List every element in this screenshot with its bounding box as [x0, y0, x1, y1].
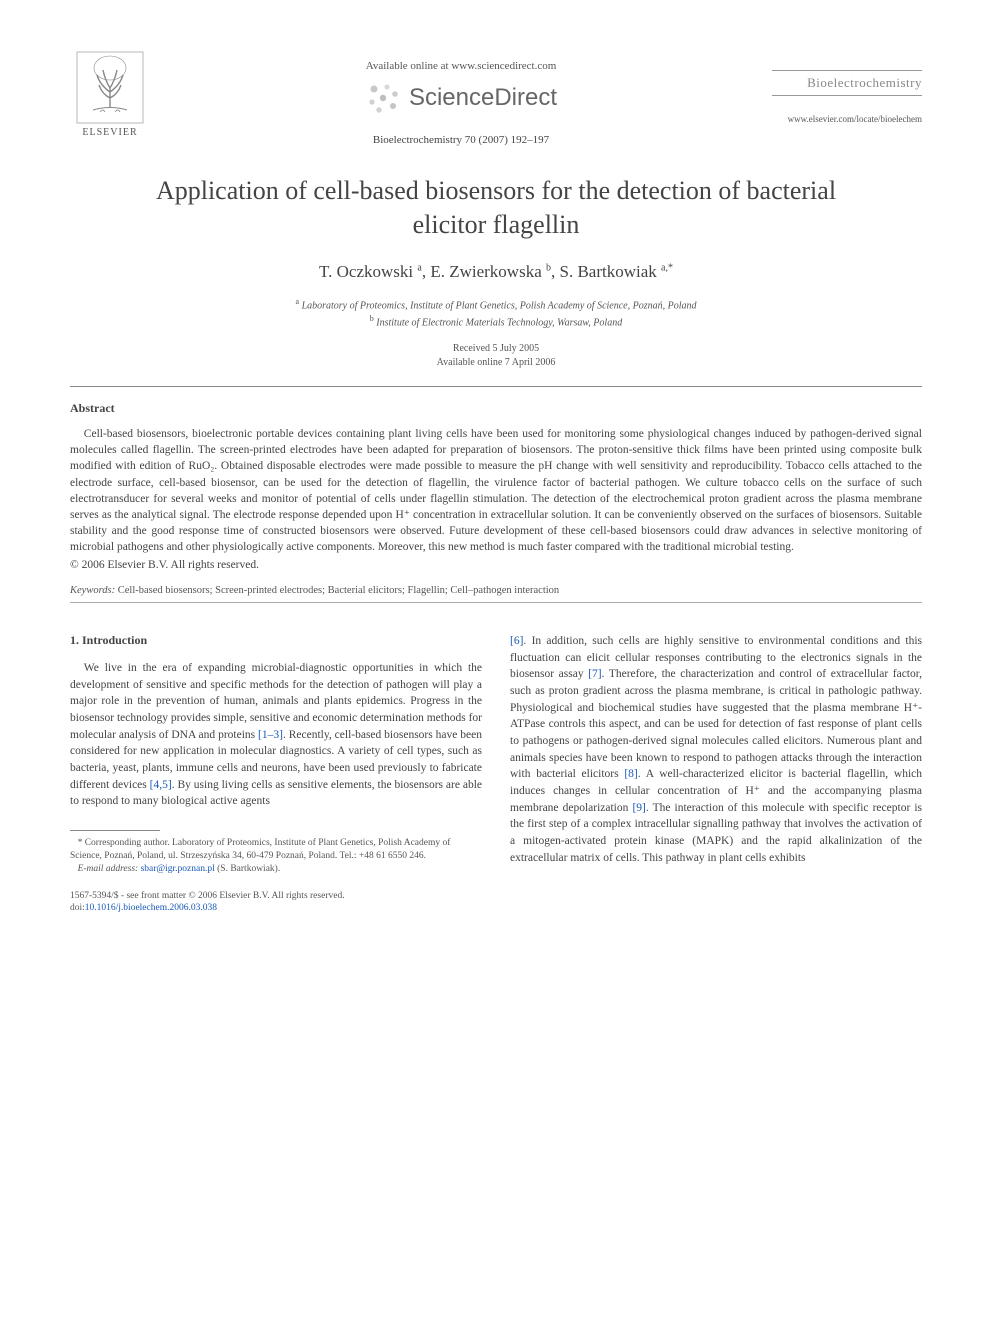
right-column: [6]. In addition, such cells are highly …	[510, 633, 922, 913]
email-paren: (S. Bartkowiak).	[217, 864, 280, 874]
divider	[70, 386, 922, 387]
available-online-text: Available online at www.sciencedirect.co…	[150, 60, 772, 72]
publisher-name: ELSEVIER	[82, 127, 137, 138]
abstract-text: Cell-based biosensors, bioelectronic por…	[70, 426, 922, 555]
email-footnote: E-mail address: sbar@igr.poznan.pl (S. B…	[70, 863, 482, 876]
ref-link[interactable]: [4,5]	[150, 779, 172, 791]
left-column: 1. Introduction We live in the era of ex…	[70, 633, 482, 913]
keywords-text: Cell-based biosensors; Screen-printed el…	[118, 585, 559, 596]
corresponding-author-footnote: * Corresponding author. Laboratory of Pr…	[70, 837, 482, 863]
ref-link[interactable]: [1–3]	[258, 729, 283, 741]
intro-para-right: [6]. In addition, such cells are highly …	[510, 633, 922, 866]
ref-link[interactable]: [9]	[632, 802, 645, 814]
divider	[70, 602, 922, 603]
article-dates: Received 5 July 2005 Available online 7 …	[70, 342, 922, 370]
sciencedirect-block: ScienceDirect	[365, 80, 557, 116]
ref-link[interactable]: [6]	[510, 635, 523, 647]
affiliation-a: Laboratory of Proteomics, Institute of P…	[302, 300, 697, 311]
citation-line: Bioelectrochemistry 70 (2007) 192–197	[150, 134, 772, 146]
abstract-copyright: © 2006 Elsevier B.V. All rights reserved…	[70, 559, 922, 571]
journal-url: www.elsevier.com/locate/bioelechem	[772, 114, 922, 124]
center-header: Available online at www.sciencedirect.co…	[150, 50, 772, 146]
doi-label: doi:	[70, 903, 85, 913]
footnote-rule	[70, 830, 160, 831]
affiliations: a Laboratory of Proteomics, Institute of…	[70, 296, 922, 331]
affiliation-b: Institute of Electronic Materials Techno…	[376, 317, 622, 328]
sciencedirect-text: ScienceDirect	[409, 84, 557, 112]
sciencedirect-icon	[365, 80, 401, 116]
email-link[interactable]: sbar@igr.poznan.pl	[141, 864, 215, 874]
abstract-label: Abstract	[70, 401, 922, 416]
section-heading: 1. Introduction	[70, 633, 482, 648]
ref-link[interactable]: [7]	[588, 668, 601, 680]
intro-para-left: We live in the era of expanding microbia…	[70, 660, 482, 810]
publisher-block: ELSEVIER	[70, 50, 150, 138]
journal-header: ELSEVIER Available online at www.science…	[70, 50, 922, 146]
keywords-label: Keywords:	[70, 585, 115, 596]
journal-name: Bioelectrochemistry	[772, 70, 922, 96]
body-columns: 1. Introduction We live in the era of ex…	[70, 633, 922, 913]
doi-link[interactable]: 10.1016/j.bioelechem.2006.03.038	[85, 903, 217, 913]
journal-block: Bioelectrochemistry www.elsevier.com/loc…	[772, 50, 922, 124]
elsevier-tree-logo	[75, 50, 145, 125]
received-date: Received 5 July 2005	[70, 342, 922, 356]
online-date: Available online 7 April 2006	[70, 356, 922, 370]
ref-link[interactable]: [8]	[624, 768, 637, 780]
article-title: Application of cell-based biosensors for…	[130, 174, 862, 242]
authors-line: T. Oczkowski a, E. Zwierkowska b, S. Bar…	[70, 262, 922, 282]
issn-line: 1567-5394/$ - see front matter © 2006 El…	[70, 891, 482, 901]
doi-line: doi:10.1016/j.bioelechem.2006.03.038	[70, 903, 482, 913]
email-label: E-mail address:	[78, 864, 139, 874]
keywords-line: Keywords: Cell-based biosensors; Screen-…	[70, 585, 922, 596]
